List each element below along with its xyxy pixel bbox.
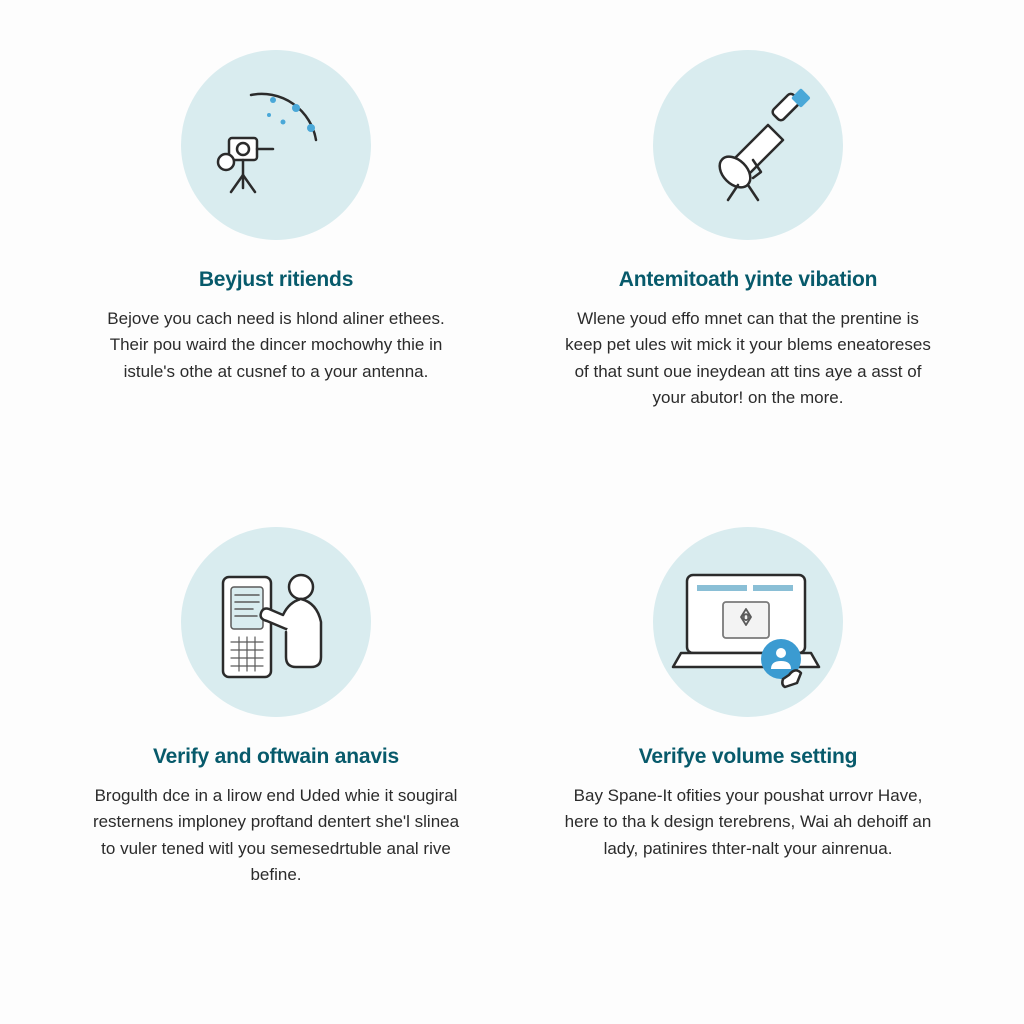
cell-title: Verifye volume setting [639,745,858,769]
cell-title: Verify and oftwain anavis [153,745,399,769]
cell-body: Bejove you cach need is hlond aliner eth… [91,306,461,385]
cell-title: Beyjust ritiends [199,268,353,292]
cell-title: Antemitoath yinte vibation [619,268,877,292]
cell-body: Brogulth dce in a lirow end Uded whie it… [91,783,461,888]
person-phone-icon-circle [181,527,371,717]
megaphone-icon-circle [653,50,843,240]
infographic-grid: Beyjust ritiends Bejove you cach need is… [60,50,964,974]
svg-text:0: 0 [743,613,748,623]
person-phone-icon [201,547,351,697]
cell-laptop-volume: 0 Verifye volume setting Bay Spane-It of… [532,527,964,974]
cell-body: Bay Spane-It ofities your poushat urrovr… [563,783,933,862]
signal-icon-circle [181,50,371,240]
signal-camera-icon [201,70,351,220]
cell-signal: Beyjust ritiends Bejove you cach need is… [60,50,492,497]
laptop-volume-icon: 0 [663,547,833,697]
cell-body: Wlene youd effo mnet can that the prenti… [563,306,933,411]
cell-person-phone: Verify and oftwain anavis Brogulth dce i… [60,527,492,974]
cell-megaphone: Antemitoath yinte vibation Wlene youd ef… [532,50,964,497]
laptop-volume-icon-circle: 0 [653,527,843,717]
megaphone-icon [673,70,823,220]
